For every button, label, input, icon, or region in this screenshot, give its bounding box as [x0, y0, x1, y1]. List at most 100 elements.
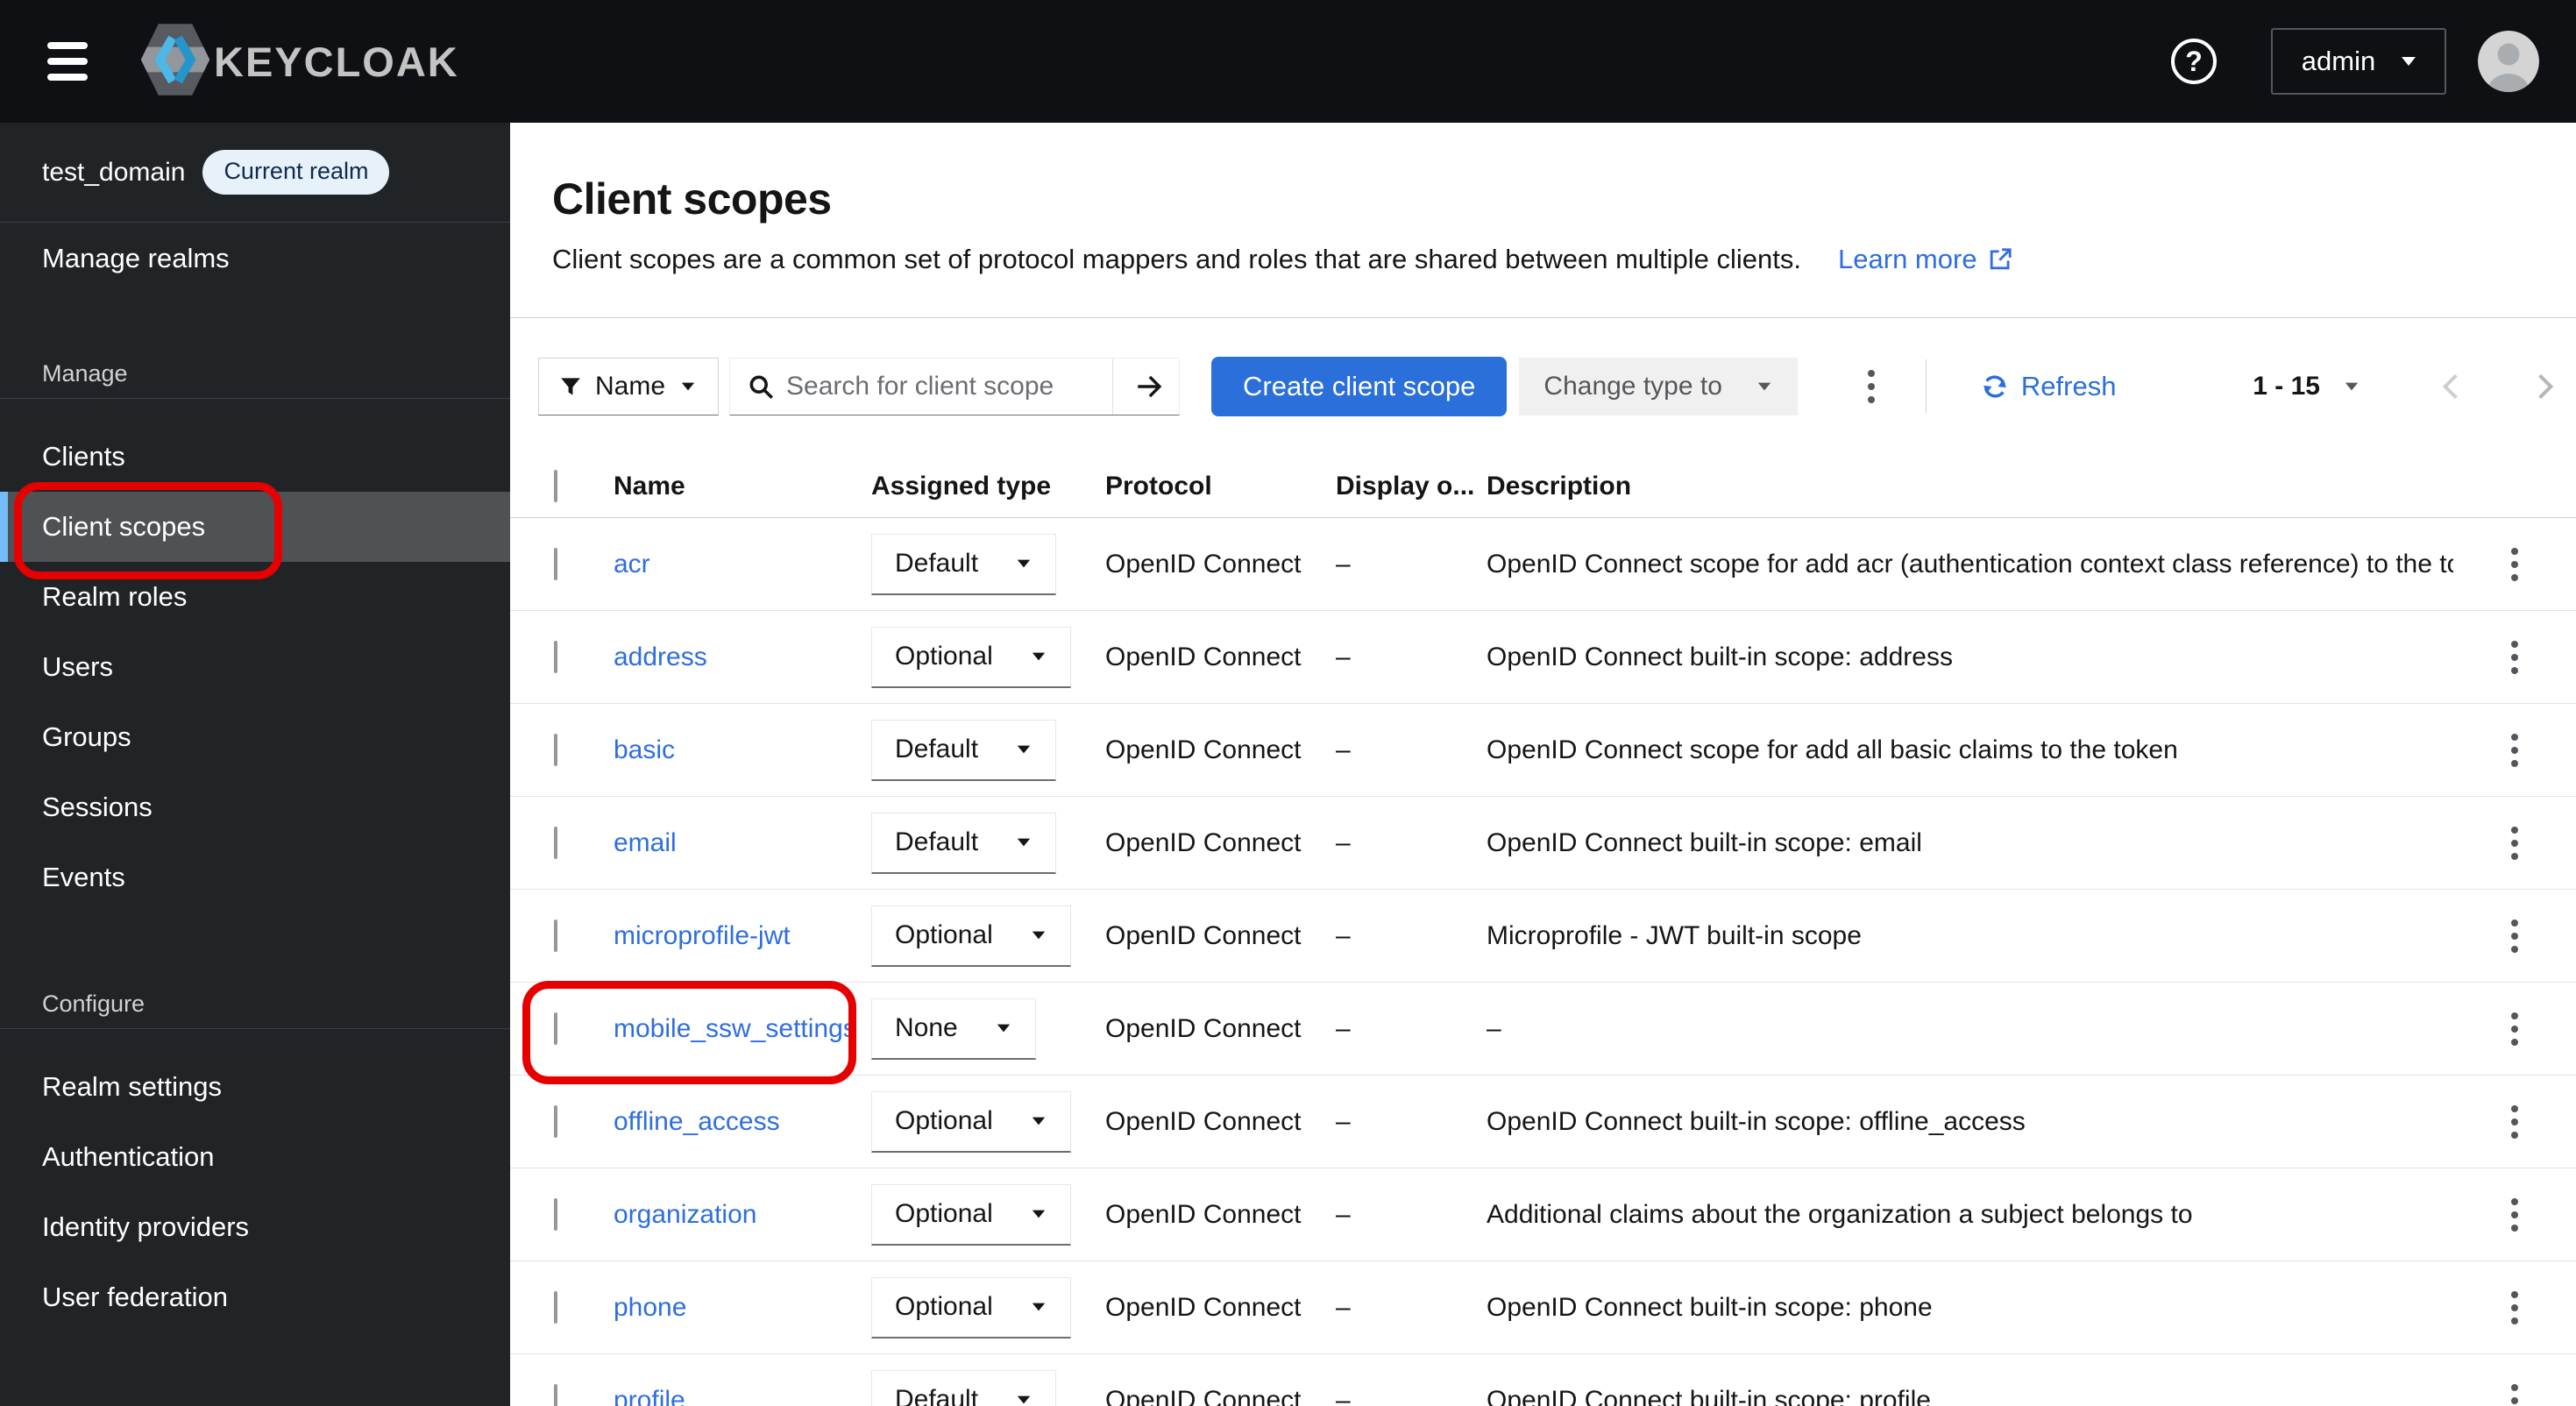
- search-input[interactable]: [786, 372, 1113, 401]
- caret-down-icon: [1032, 931, 1045, 940]
- description-cell: OpenID Connect built-in scope: profile: [1487, 1385, 1931, 1406]
- sidebar-item-identity-providers[interactable]: Identity providers: [42, 1211, 250, 1242]
- external-link-icon: [1990, 248, 2012, 270]
- row-checkbox[interactable]: [554, 919, 557, 952]
- row-actions-kebab[interactable]: [2511, 547, 2518, 581]
- table-row-basic: basic Default OpenID Connect – OpenID Co…: [510, 704, 2576, 797]
- caret-down-icon: [1757, 382, 1771, 391]
- sidebar-item-realm-roles[interactable]: Realm roles: [42, 581, 188, 612]
- sidebar-item-groups[interactable]: Groups: [42, 721, 131, 752]
- assigned-type-select[interactable]: Default: [871, 812, 1057, 874]
- display-order-cell: –: [1336, 642, 1351, 671]
- assigned-type-select[interactable]: Default: [871, 719, 1057, 781]
- client-scope-link[interactable]: mobile_ssw_settings: [614, 1013, 856, 1043]
- user-menu-dropdown[interactable]: admin: [2271, 28, 2446, 95]
- arrow-right-icon: [1137, 375, 1161, 398]
- caret-down-icon[interactable]: [2345, 382, 2359, 391]
- row-actions-kebab[interactable]: [2511, 1383, 2518, 1406]
- column-header-description: Description: [1487, 471, 1632, 501]
- row-checkbox[interactable]: [554, 640, 557, 673]
- sidebar-item-user-federation[interactable]: User federation: [42, 1282, 228, 1312]
- assigned-type-select[interactable]: Optional: [871, 1276, 1071, 1339]
- toolbar-kebab-menu[interactable]: [1859, 361, 1884, 412]
- change-type-select[interactable]: Change type to: [1519, 358, 1798, 415]
- divider: [0, 398, 510, 399]
- search-submit-button[interactable]: [1112, 359, 1180, 415]
- row-checkbox[interactable]: [554, 1197, 557, 1231]
- row-actions-kebab[interactable]: [2511, 733, 2518, 767]
- sidebar-item-authentication[interactable]: Authentication: [42, 1141, 215, 1172]
- hamburger-menu-icon[interactable]: [47, 42, 88, 81]
- sidebar-section-manage: Manage: [42, 359, 128, 387]
- assigned-type-select[interactable]: Optional: [871, 905, 1071, 967]
- select-all-checkbox[interactable]: [554, 469, 557, 502]
- main-content: Client scopes Client scopes are a common…: [510, 123, 2576, 1406]
- protocol-cell: OpenID Connect: [1105, 1385, 1302, 1406]
- caret-down-icon: [1017, 559, 1031, 568]
- keycloak-brand[interactable]: KEYCLOAK: [140, 21, 459, 103]
- client-scope-link[interactable]: acr: [614, 549, 650, 579]
- assigned-type-select[interactable]: Optional: [871, 1183, 1071, 1246]
- client-scope-link[interactable]: phone: [614, 1292, 687, 1322]
- sidebar-item-client-scopes[interactable]: Client scopes: [0, 482, 510, 579]
- protocol-cell: OpenID Connect: [1105, 549, 1302, 579]
- caret-down-icon: [1032, 1117, 1045, 1126]
- sidebar-configure-list: Realm settings Authentication Identity p…: [0, 1029, 510, 1332]
- create-client-scope-button[interactable]: Create client scope: [1211, 357, 1508, 416]
- client-scope-link[interactable]: address: [614, 642, 707, 671]
- search-group: [729, 358, 1181, 415]
- client-scope-link[interactable]: profile: [614, 1385, 685, 1406]
- assigned-type-select[interactable]: Optional: [871, 1090, 1071, 1153]
- row-actions-kebab[interactable]: [2511, 919, 2518, 953]
- sidebar-item-realm-settings[interactable]: Realm settings: [42, 1071, 223, 1102]
- sidebar-item-clients[interactable]: Clients: [42, 441, 125, 472]
- display-order-cell: –: [1336, 920, 1351, 950]
- help-icon[interactable]: ?: [2171, 39, 2217, 84]
- row-actions-kebab[interactable]: [2511, 640, 2518, 674]
- table-row-profile: profile Default OpenID Connect – OpenID …: [510, 1354, 2576, 1406]
- filter-funnel-icon: [561, 378, 580, 395]
- row-checkbox[interactable]: [554, 1290, 557, 1324]
- row-checkbox[interactable]: [554, 547, 557, 580]
- chevron-left-icon[interactable]: [2442, 373, 2468, 400]
- row-actions-kebab[interactable]: [2511, 826, 2518, 860]
- current-realm-name: test_domain: [42, 157, 186, 187]
- display-order-cell: –: [1336, 1385, 1351, 1406]
- row-checkbox[interactable]: [554, 1383, 557, 1406]
- row-actions-kebab[interactable]: [2511, 1290, 2518, 1324]
- refresh-button[interactable]: Refresh: [1981, 371, 2116, 402]
- column-header-display-order: Display o...: [1336, 471, 1475, 501]
- client-scope-link[interactable]: email: [614, 827, 677, 857]
- row-checkbox[interactable]: [554, 1104, 557, 1138]
- client-scope-link[interactable]: offline_access: [614, 1106, 780, 1136]
- row-checkbox[interactable]: [554, 826, 557, 859]
- description-cell: OpenID Connect built-in scope: email: [1487, 827, 1922, 857]
- row-actions-kebab[interactable]: [2511, 1197, 2518, 1232]
- refresh-icon: [1983, 375, 2006, 398]
- protocol-cell: OpenID Connect: [1105, 642, 1302, 671]
- sidebar-item-users[interactable]: Users: [42, 651, 113, 682]
- display-order-cell: –: [1336, 735, 1351, 764]
- assigned-type-select[interactable]: Default: [871, 533, 1057, 595]
- sidebar-item-sessions[interactable]: Sessions: [42, 792, 153, 822]
- client-scope-link[interactable]: microprofile-jwt: [614, 920, 791, 950]
- sidebar-item-events[interactable]: Events: [42, 862, 125, 892]
- chevron-right-icon[interactable]: [2528, 373, 2554, 400]
- display-order-cell: –: [1336, 827, 1351, 857]
- table-row-offline_access: offline_access Optional OpenID Connect –…: [510, 1076, 2576, 1168]
- row-actions-kebab[interactable]: [2511, 1104, 2518, 1139]
- assigned-type-select[interactable]: Optional: [871, 626, 1071, 688]
- assigned-type-select[interactable]: Default: [871, 1369, 1057, 1406]
- assigned-type-select[interactable]: None: [871, 998, 1036, 1060]
- row-actions-kebab[interactable]: [2511, 1012, 2518, 1046]
- realm-selector[interactable]: test_domain Current realm: [0, 123, 510, 223]
- client-scope-link[interactable]: organization: [614, 1199, 757, 1229]
- row-checkbox[interactable]: [554, 733, 557, 766]
- sidebar-item-manage-realms[interactable]: Manage realms: [42, 243, 230, 273]
- client-scope-link[interactable]: basic: [614, 735, 676, 764]
- filter-column-select[interactable]: Name: [538, 358, 720, 415]
- learn-more-link[interactable]: Learn more: [1838, 244, 2012, 275]
- pagination: 1 - 15: [2253, 372, 2554, 401]
- protocol-cell: OpenID Connect: [1105, 735, 1302, 764]
- row-checkbox[interactable]: [554, 1012, 557, 1045]
